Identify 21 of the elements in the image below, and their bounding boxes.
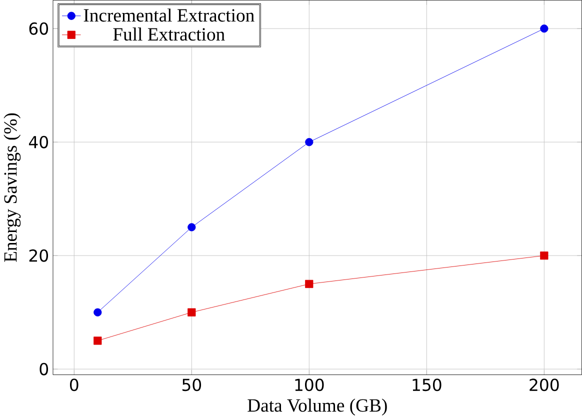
y-tick-label: 60 xyxy=(29,22,48,35)
x-tick-label: 50 xyxy=(182,378,202,392)
x-tick-label: 150 xyxy=(412,378,442,392)
y-axis-title: Energy Savings (%) xyxy=(4,113,21,262)
legend-label: Full Extraction xyxy=(113,27,225,41)
legend-label: Incremental Extraction xyxy=(84,8,254,22)
x-tick-label: 200 xyxy=(530,378,559,392)
point xyxy=(188,308,196,316)
x-tick-label: 0 xyxy=(70,378,78,392)
point xyxy=(540,251,548,260)
point xyxy=(305,280,314,288)
point xyxy=(94,308,102,316)
point xyxy=(540,24,548,33)
point xyxy=(188,223,196,232)
y-tick-label: 40 xyxy=(28,136,48,148)
point xyxy=(94,336,102,345)
x-tick-label: 100 xyxy=(295,378,324,392)
point xyxy=(305,138,314,146)
y-tick-label: 0 xyxy=(40,362,48,376)
x-axis-title: Data Volume (GB) xyxy=(248,398,387,416)
y-tick-label: 20 xyxy=(29,249,48,262)
